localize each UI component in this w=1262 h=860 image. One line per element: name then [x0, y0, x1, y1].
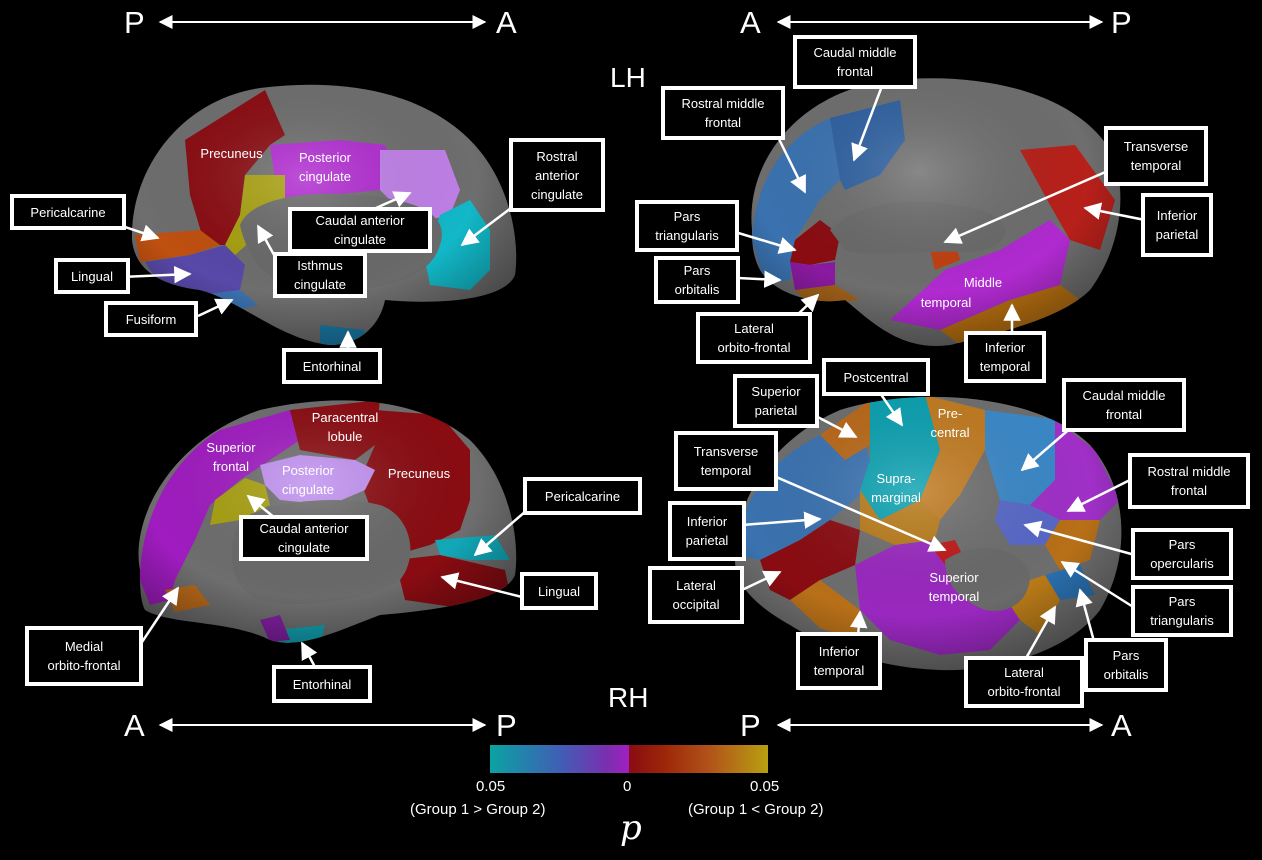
label-lh-entorhinal: Entorhinal	[282, 348, 382, 384]
inline-rh-supramarginal: Supra- marginal	[871, 471, 921, 505]
inline-lh-precuneus: Precuneus	[200, 146, 263, 161]
label-lh-caudal-middle-frontal: Caudal middle frontal	[793, 35, 917, 89]
colorbar-tick-mid: 0	[623, 778, 632, 795]
axis-br-end: A	[1111, 708, 1132, 743]
label-rh-medial-orbito-frontal: Medial orbito-frontal	[25, 626, 143, 686]
label-rh-superior-parietal: Superior parietal	[733, 374, 819, 428]
colorbar-note-right: (Group 1 < Group 2)	[688, 801, 824, 818]
label-rh-postcentral: Postcentral	[822, 358, 930, 396]
label-rh-caudal-middle-frontal: Caudal middle frontal	[1062, 378, 1186, 432]
label-lh-pars-orbitalis: Pars orbitalis	[654, 256, 740, 304]
inline-rh-precentral: Pre- central	[930, 406, 970, 440]
colorbar	[490, 745, 768, 773]
hemisphere-lh-label: LH	[610, 62, 646, 93]
label-lh-inferior-temporal: Inferior temporal	[964, 331, 1046, 383]
axis-tr-end: P	[1111, 5, 1132, 40]
label-rh-pars-triangularis: Pars triangularis	[1131, 585, 1233, 637]
inline-rh-superior-frontal: Superior frontal	[206, 440, 256, 474]
label-lh-rostral-anterior-cingulate: Rostral anterior cingulate	[509, 138, 605, 212]
label-lh-pars-triangularis: Pars triangularis	[635, 200, 739, 252]
label-rh-pars-opercularis: Pars opercularis	[1131, 528, 1233, 580]
colorbar-tick-right: 0.05	[750, 778, 780, 795]
label-rh-lingual: Lingual	[520, 572, 598, 610]
colorbar-note-left: (Group 1 > Group 2)	[410, 801, 546, 818]
hemisphere-rh-label: RH	[608, 682, 649, 713]
label-pointers	[109, 85, 1146, 668]
inline-rh-superior-temporal: Superior temporal	[928, 570, 980, 604]
inline-lh-middle-temporal-2: temporal	[920, 295, 972, 310]
axis-tl-end: A	[496, 5, 517, 40]
colorbar-variable: p	[620, 808, 642, 848]
inline-lh-posterior-cingulate: Posterior cingulate	[298, 150, 352, 184]
label-rh-lateral-occipital: Lateral occipital	[648, 566, 744, 624]
label-rh-transverse-temporal: Transverse temporal	[674, 431, 778, 491]
colorbar-tick-left: 0.05	[476, 778, 506, 795]
axis-br-start: P	[740, 708, 761, 743]
rh-lateral-view	[735, 396, 1122, 671]
axis-bl-end: P	[496, 708, 517, 743]
orientation-arrows	[158, 15, 1104, 732]
inline-lh-middle-temporal-1: Middle	[963, 275, 1003, 290]
label-lh-transverse-temporal: Transverse temporal	[1104, 126, 1208, 186]
label-rh-pericalcarine: Pericalcarine	[523, 477, 642, 515]
label-lh-pericalcarine: Pericalcarine	[10, 194, 126, 230]
label-rh-caudal-anterior-cingulate: Caudal anterior cingulate	[239, 515, 369, 561]
axis-tr-start: A	[740, 5, 761, 40]
inline-rh-paracentral-lobule: Paracentral lobule	[311, 410, 379, 444]
label-rh-pars-orbitalis: Pars orbitalis	[1084, 638, 1168, 692]
label-rh-lateral-orbito-frontal: Lateral orbito-frontal	[964, 656, 1084, 708]
label-lh-rostral-middle-frontal: Rostral middle frontal	[661, 86, 785, 140]
label-rh-inferior-temporal: Inferior temporal	[796, 632, 882, 690]
label-rh-inferior-parietal: Inferior parietal	[668, 501, 746, 561]
axis-tl-start: P	[124, 5, 145, 40]
label-lh-isthmus-cingulate: Isthmus cingulate	[273, 252, 367, 298]
inline-rh-precuneus: Precuneus	[387, 466, 451, 481]
label-lh-lateral-orbito-frontal: Lateral orbito-frontal	[696, 312, 812, 364]
axis-bl-start: A	[124, 708, 145, 743]
inline-rh-posterior-cingulate: Posterior cingulate	[281, 463, 335, 497]
label-lh-inferior-parietal: Inferior parietal	[1141, 193, 1213, 257]
label-rh-rostral-middle-frontal: Rostral middle frontal	[1128, 453, 1250, 509]
label-lh-caudal-anterior-cingulate: Caudal anterior cingulate	[288, 207, 432, 253]
label-lh-fusiform: Fusiform	[104, 301, 198, 337]
label-rh-entorhinal: Entorhinal	[272, 665, 372, 703]
label-lh-lingual: Lingual	[54, 258, 130, 294]
